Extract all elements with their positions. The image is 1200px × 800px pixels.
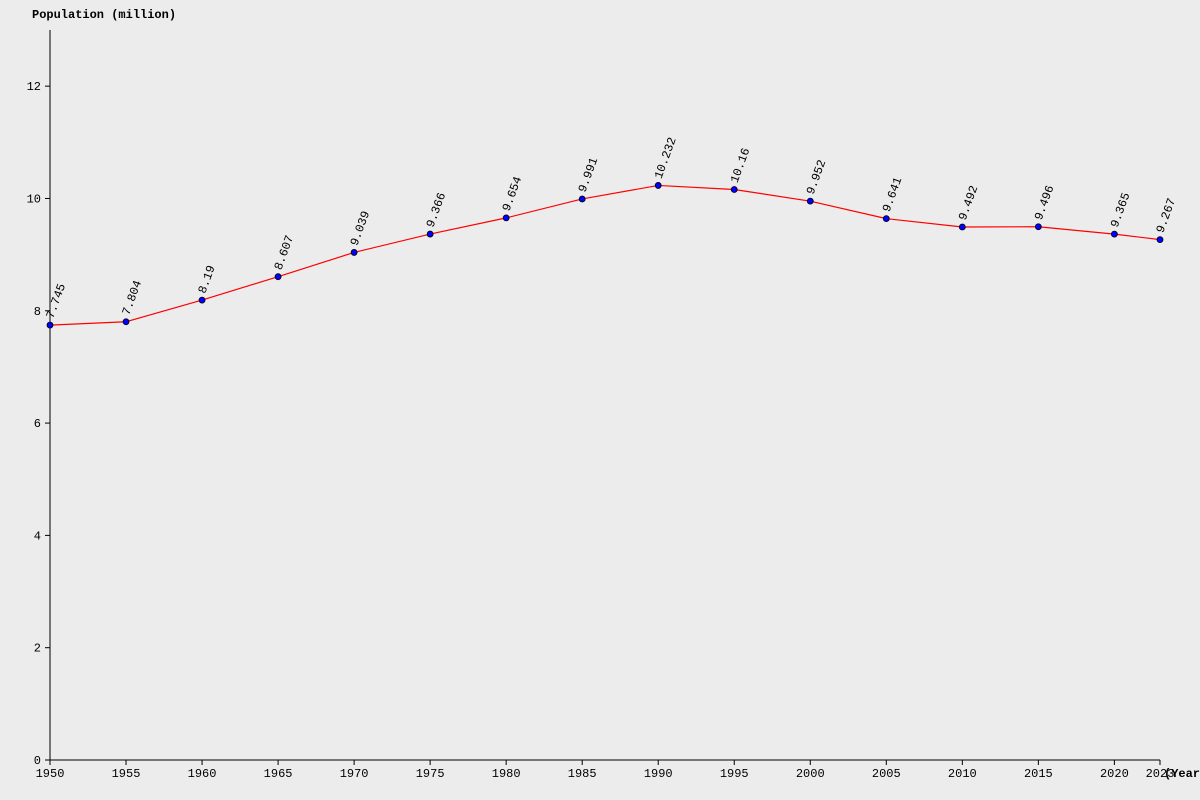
data-line [50, 185, 1160, 325]
data-marker [427, 231, 433, 237]
data-label: 7.745 [44, 282, 69, 321]
data-marker [959, 224, 965, 230]
data-label: 9.492 [956, 184, 981, 223]
data-marker [47, 322, 53, 328]
data-points: 7.745 7.804 8.19 8.607 9.039 9.366 9.654 9.991 1… [44, 135, 1179, 328]
data-marker [351, 249, 357, 255]
data-marker [579, 196, 585, 202]
x-tick-label: 1955 [112, 767, 141, 781]
data-label: 9.267 [1154, 196, 1179, 235]
data-label: 9.641 [880, 175, 905, 214]
x-tick-label: 1975 [416, 767, 445, 781]
x-tick-label: 1985 [568, 767, 597, 781]
data-label: 9.366 [424, 191, 449, 230]
data-label: 8.607 [272, 233, 297, 272]
x-tick-label: 1970 [340, 767, 369, 781]
data-marker [275, 274, 281, 280]
data-marker [731, 186, 737, 192]
x-tick-label: 1965 [264, 767, 293, 781]
y-tick-label: 12 [27, 80, 41, 94]
data-label: 9.365 [1108, 191, 1133, 230]
data-label: 9.496 [1032, 183, 1057, 222]
y-tick-label: 4 [34, 529, 41, 543]
data-marker [655, 182, 661, 188]
data-marker [807, 198, 813, 204]
x-tick-label: 2005 [872, 767, 901, 781]
y-tick-label: 8 [34, 305, 41, 319]
x-tick-label: 1950 [36, 767, 65, 781]
y-tick-label: 0 [34, 754, 41, 768]
x-tick-label: 2015 [1024, 767, 1053, 781]
chart-svg: 1950 1955 1960 1965 1970 1975 1980 1985 1990 1995… [0, 0, 1200, 800]
data-label: 8.19 [196, 264, 219, 296]
data-marker [1111, 231, 1117, 237]
data-marker [199, 297, 205, 303]
x-tick-label: 2020 [1100, 767, 1129, 781]
x-ticks: 1950 1955 1960 1965 1970 1975 1980 1985 1990 1995… [36, 760, 1175, 781]
y-tick-label: 6 [34, 417, 41, 431]
x-tick-label: 2000 [796, 767, 825, 781]
data-label: 9.952 [804, 158, 829, 197]
x-axis-title: (Year) [1164, 767, 1200, 781]
data-label: 9.039 [348, 209, 373, 248]
x-tick-label: 1980 [492, 767, 521, 781]
y-ticks: 0 2 4 6 8 10 12 [27, 80, 50, 768]
x-tick-label: 1990 [644, 767, 673, 781]
x-tick-label: 1960 [188, 767, 217, 781]
data-marker [1157, 237, 1163, 243]
data-marker [503, 215, 509, 221]
data-marker [123, 319, 129, 325]
data-label: 10.16 [728, 146, 753, 185]
y-tick-label: 10 [27, 192, 41, 206]
data-label: 9.654 [500, 175, 525, 214]
y-tick-label: 2 [34, 642, 41, 656]
data-marker [883, 216, 889, 222]
data-label: 10.232 [652, 135, 680, 180]
data-label: 7.804 [120, 279, 145, 318]
x-tick-label: 2010 [948, 767, 977, 781]
x-tick-label: 1995 [720, 767, 749, 781]
y-axis-title: Population (million) [32, 8, 176, 22]
population-line-chart: 1950 1955 1960 1965 1970 1975 1980 1985 1990 1995… [0, 0, 1200, 800]
data-marker [1035, 224, 1041, 230]
data-label: 9.991 [576, 156, 601, 195]
